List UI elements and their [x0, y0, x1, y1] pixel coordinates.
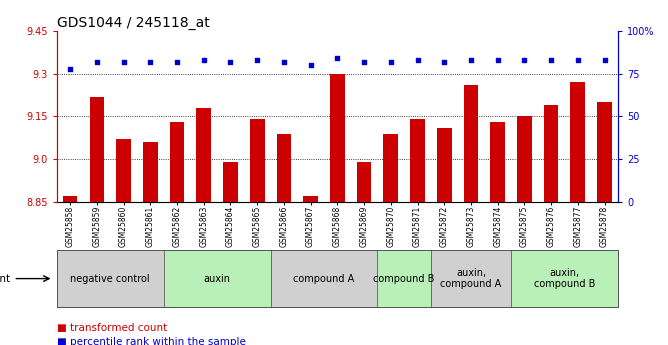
Point: [305, 62, 316, 68]
Point: [572, 57, 583, 63]
Point: [385, 59, 396, 65]
Point: [279, 59, 289, 65]
Bar: [223, 162, 238, 202]
Bar: [164, 250, 271, 307]
Text: ■ percentile rank within the sample: ■ percentile rank within the sample: [57, 337, 246, 345]
Point: [118, 59, 129, 65]
Bar: [196, 108, 211, 202]
Point: [599, 57, 610, 63]
Point: [225, 59, 236, 65]
Text: ■ transformed count: ■ transformed count: [57, 323, 167, 333]
Bar: [357, 162, 371, 202]
Text: compound B: compound B: [373, 274, 435, 284]
Bar: [330, 74, 345, 202]
Point: [492, 57, 503, 63]
Point: [359, 59, 369, 65]
Text: negative control: negative control: [70, 274, 150, 284]
Bar: [597, 102, 612, 202]
Bar: [277, 134, 291, 202]
Bar: [570, 82, 585, 202]
Point: [332, 56, 343, 61]
Bar: [517, 116, 532, 202]
Bar: [464, 85, 478, 202]
Bar: [116, 139, 131, 202]
Bar: [383, 134, 398, 202]
Bar: [511, 250, 618, 307]
Point: [412, 57, 423, 63]
Point: [92, 59, 102, 65]
Bar: [490, 122, 505, 202]
Text: GDS1044 / 245118_at: GDS1044 / 245118_at: [57, 16, 210, 30]
Point: [252, 57, 263, 63]
Bar: [437, 128, 452, 202]
Bar: [170, 122, 184, 202]
Bar: [431, 250, 511, 307]
Text: auxin: auxin: [204, 274, 230, 284]
Point: [145, 59, 156, 65]
Point: [439, 59, 450, 65]
Text: auxin,
compound B: auxin, compound B: [534, 268, 595, 289]
Bar: [250, 119, 265, 202]
Bar: [303, 196, 318, 202]
Point: [519, 57, 530, 63]
Text: auxin,
compound A: auxin, compound A: [440, 268, 502, 289]
Point: [466, 57, 476, 63]
Bar: [90, 97, 104, 202]
Text: agent: agent: [0, 274, 10, 284]
Point: [172, 59, 182, 65]
Bar: [271, 250, 377, 307]
Bar: [410, 119, 425, 202]
Bar: [57, 250, 164, 307]
Text: compound A: compound A: [293, 274, 355, 284]
Bar: [143, 142, 158, 202]
Bar: [544, 105, 558, 202]
Bar: [377, 250, 431, 307]
Point: [65, 66, 75, 71]
Point: [198, 57, 209, 63]
Point: [546, 57, 556, 63]
Bar: [63, 196, 77, 202]
